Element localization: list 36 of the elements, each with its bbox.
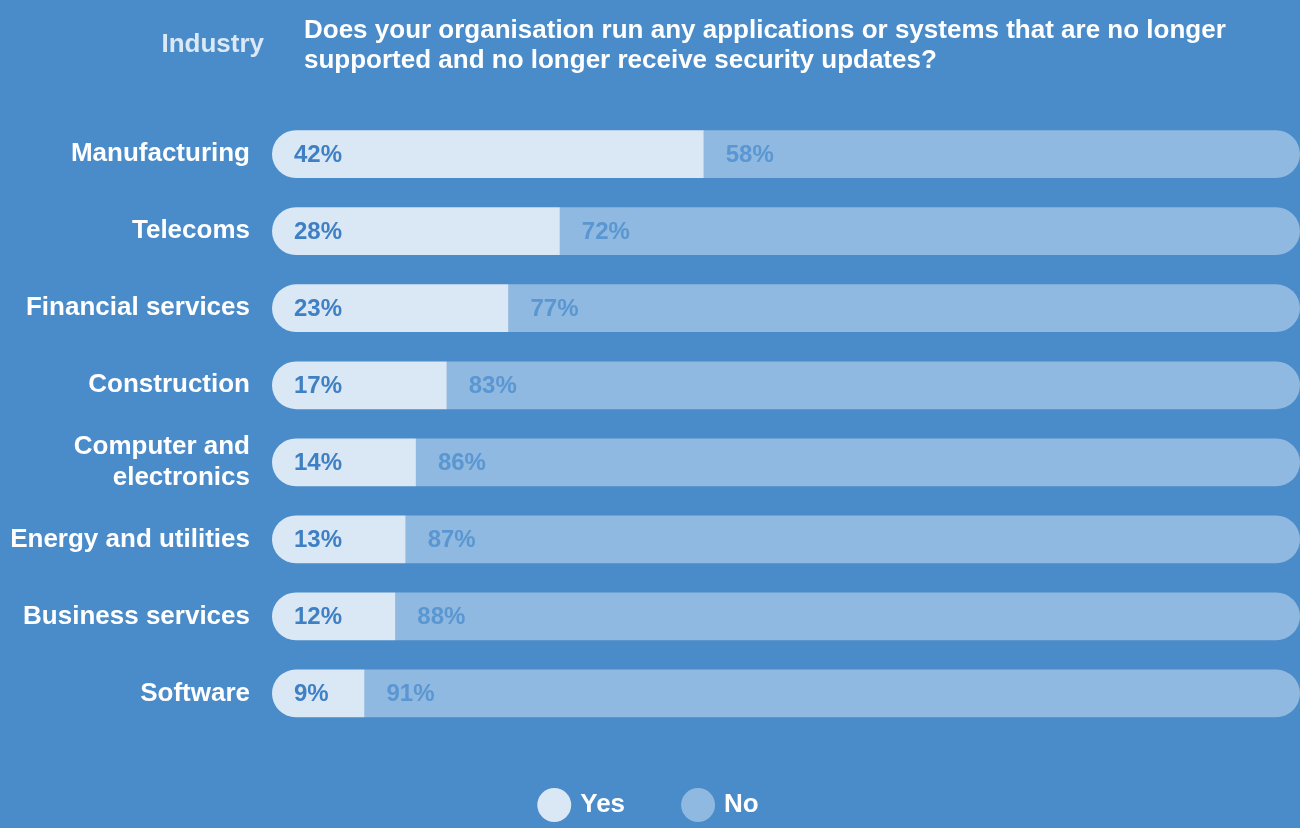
y-axis-title: Industry: [160, 27, 264, 60]
bar: [395, 592, 1300, 641]
data-label: 28%: [294, 216, 343, 244]
bar: [703, 130, 1300, 179]
data-label: 13%: [294, 525, 343, 552]
data-label: 42%: [294, 139, 343, 167]
y-tick-label: Business services: [23, 599, 250, 630]
bar: [272, 284, 509, 333]
bar: [446, 361, 1300, 410]
bar: [272, 130, 704, 179]
y-tick-label: Computer and electronics: [73, 429, 250, 492]
y-tick-label: Manufacturing: [70, 137, 250, 168]
bar: [272, 669, 365, 718]
data-label: 9%: [294, 679, 329, 707]
bar: [364, 669, 1300, 718]
bar: [272, 592, 396, 641]
bar: [272, 438, 416, 487]
bar: [405, 515, 1300, 564]
legend-label: No: [724, 788, 759, 819]
bar: [272, 361, 447, 410]
y-tick-label: Software: [140, 676, 250, 707]
y-tick-label: Energy and utilities: [10, 522, 250, 553]
y-tick-label: Financial services: [25, 291, 250, 322]
data-label: 14%: [294, 447, 343, 475]
bar: [272, 207, 560, 256]
bar: [559, 207, 1300, 256]
chart-title: Does your organisation run any applications or systems that are no longer supported and no longer receive security updates?: [304, 14, 1227, 76]
bar: [415, 438, 1300, 487]
legend-label: Yes: [580, 788, 626, 819]
data-label: 17%: [294, 370, 343, 398]
bar: [508, 284, 1300, 333]
y-tick-label: Construction: [88, 368, 250, 399]
bar: [272, 515, 406, 564]
y-tick-label: Telecoms: [131, 214, 250, 245]
data-label: 23%: [294, 293, 343, 321]
data-label: 12%: [294, 602, 343, 630]
